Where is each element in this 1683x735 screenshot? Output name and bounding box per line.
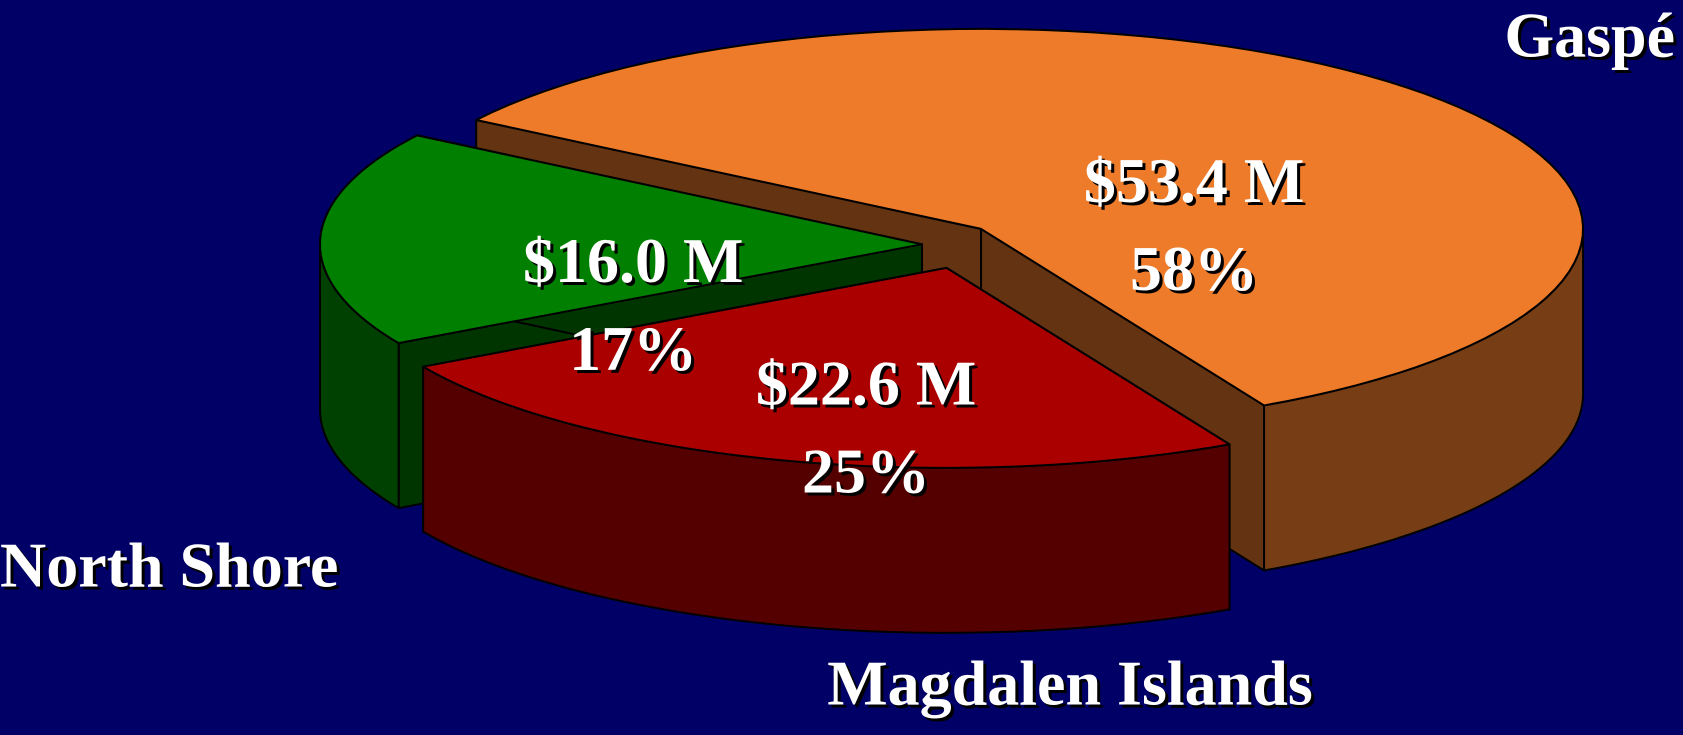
category-label: Magdalen Islands [827,648,1312,719]
labels: $53.4 M 58% $16.0 M 17% $22.6 M 25% Gaspé North… [0,0,1675,719]
value-label: $16.0 M [523,225,743,296]
value-label: $53.4 M [1084,145,1304,216]
share-label: 17% [569,313,697,384]
slice-top [475,27,1585,407]
slice-top [422,266,1231,469]
category-label: North Shore [0,530,338,601]
share-label: 58% [1130,233,1258,304]
pie [319,27,1585,634]
slice [422,266,1231,634]
share-label: 25% [802,436,930,507]
value-label: $22.6 M [756,348,976,419]
category-label: Gaspé [1504,0,1675,71]
slice-top [319,134,924,345]
